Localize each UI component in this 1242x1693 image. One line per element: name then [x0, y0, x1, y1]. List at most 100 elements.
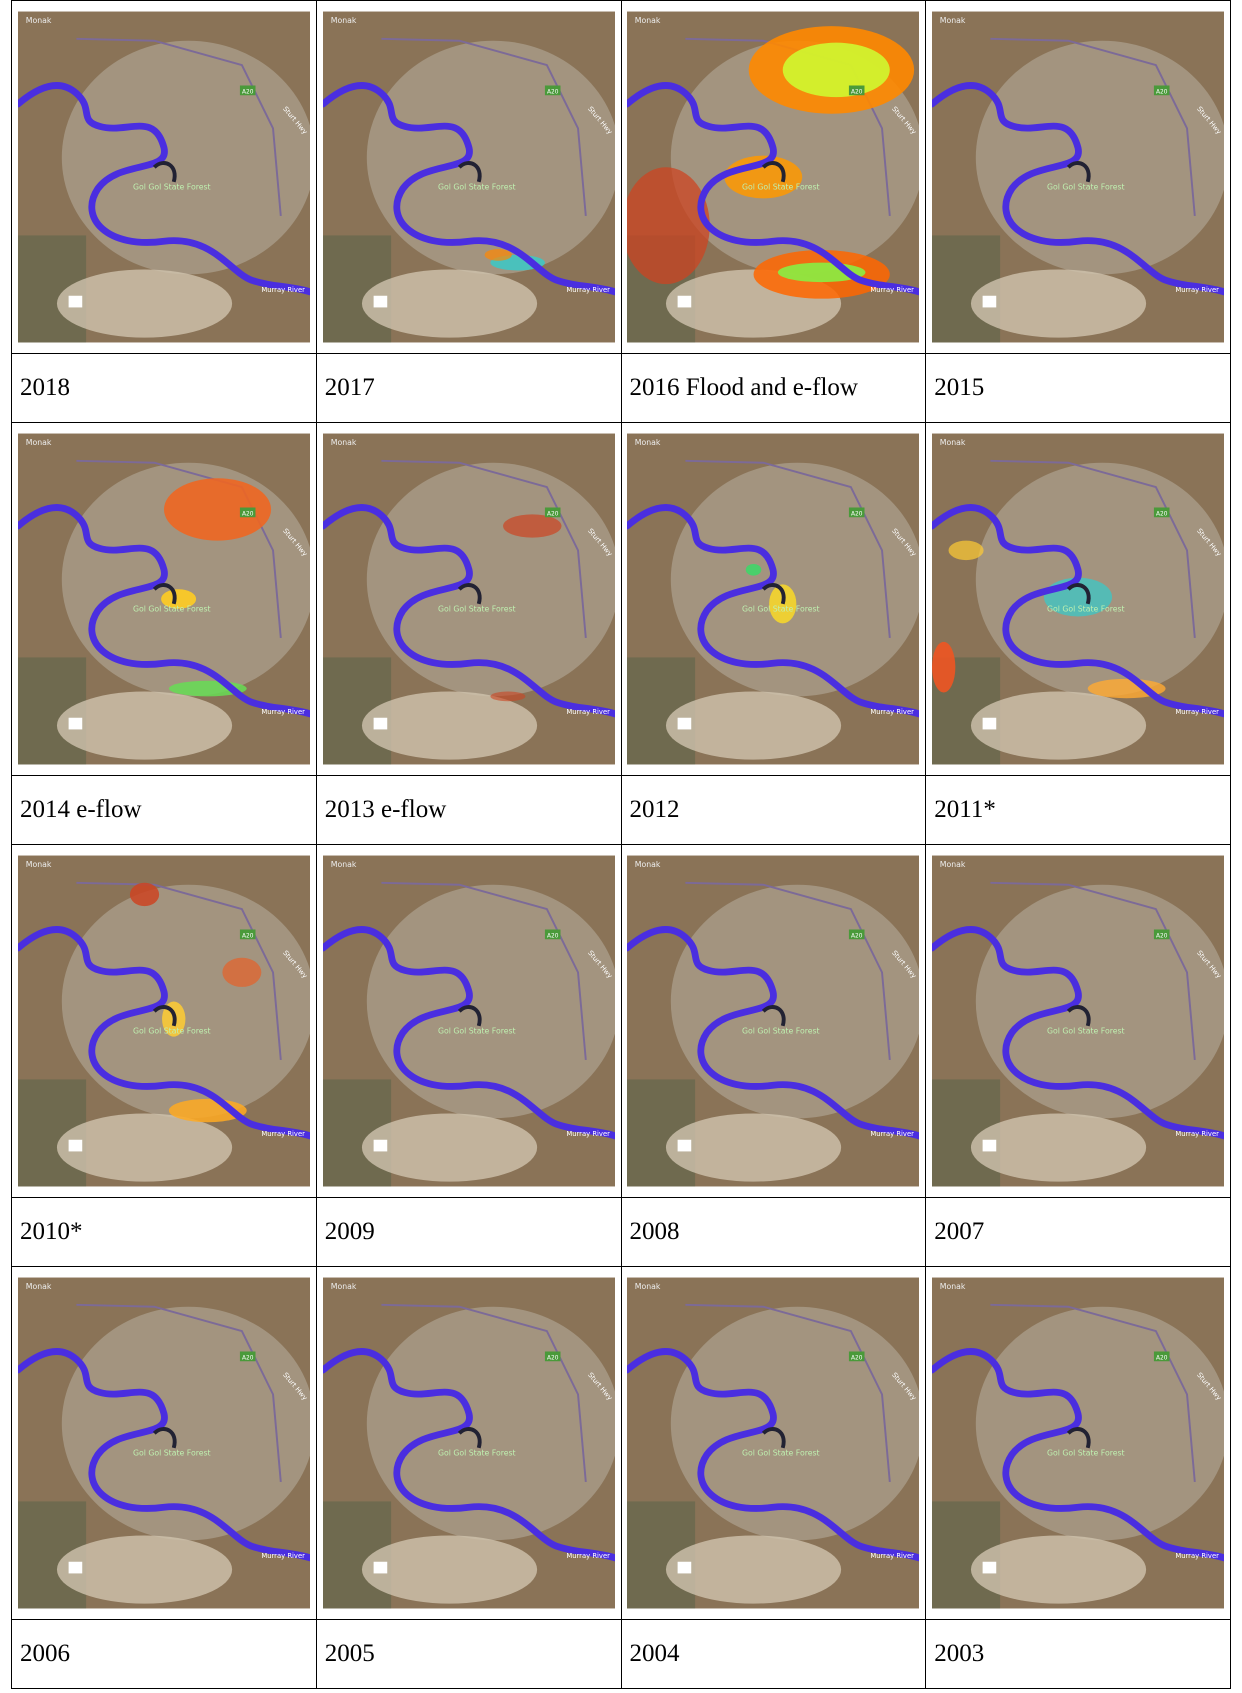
- map-sandy: [362, 1535, 537, 1603]
- inundation-overlay: [746, 564, 762, 576]
- map-label: Murray River: [261, 286, 305, 294]
- map-building: [678, 1140, 692, 1152]
- map-label: Gol Gol State Forest: [1047, 1449, 1125, 1458]
- map-label: Gol Gol State Forest: [133, 605, 211, 614]
- inundation-overlay: [130, 883, 159, 906]
- map-label: A20: [242, 1355, 254, 1361]
- satellite-map: MonakA20Sturt HwyGol Gol State ForestMur…: [18, 429, 310, 769]
- map-building: [678, 296, 692, 308]
- map-label: Gol Gol State Forest: [1047, 605, 1125, 614]
- map-building: [373, 1140, 387, 1152]
- map-label: A20: [851, 89, 863, 95]
- map-sandy: [971, 691, 1146, 759]
- caption: 2016 Flood and e-flow: [621, 354, 926, 423]
- map-label: Gol Gol State Forest: [742, 1027, 820, 1036]
- map-label: Monak: [26, 1282, 52, 1291]
- inundation-overlay: [222, 958, 261, 987]
- map-label: Gol Gol State Forest: [133, 183, 211, 192]
- map-building: [678, 718, 692, 730]
- map-label: A20: [851, 511, 863, 517]
- map-label: A20: [547, 89, 559, 95]
- map-building: [373, 1562, 387, 1574]
- map-label: A20: [1156, 511, 1168, 517]
- map-sandy: [57, 691, 232, 759]
- caption: 2011*: [926, 776, 1231, 845]
- map-label: Murray River: [1175, 286, 1219, 294]
- caption: 2008: [621, 1198, 926, 1267]
- map-label: Monak: [330, 860, 356, 869]
- satellite-map: MonakA20Sturt HwyGol Gol State ForestMur…: [627, 851, 919, 1191]
- map-label: Murray River: [261, 1552, 305, 1560]
- inundation-overlay: [503, 514, 561, 537]
- map-sandy: [57, 1113, 232, 1181]
- map-label: Murray River: [871, 286, 915, 294]
- caption: 2015: [926, 354, 1231, 423]
- map-label: Monak: [330, 438, 356, 447]
- map-cell: MonakA20Sturt HwyGol Gol State ForestMur…: [316, 423, 621, 776]
- map-cell: MonakA20Sturt HwyGol Gol State ForestMur…: [621, 1, 926, 354]
- satellite-map: MonakA20Sturt HwyGol Gol State ForestMur…: [627, 429, 919, 769]
- map-cell: MonakA20Sturt HwyGol Gol State ForestMur…: [12, 1, 317, 354]
- map-sandy: [971, 269, 1146, 337]
- map-building: [68, 718, 82, 730]
- inundation-overlay: [932, 642, 955, 693]
- map-label: Murray River: [871, 708, 915, 716]
- image-table: MonakA20Sturt HwyGol Gol State ForestMur…: [11, 0, 1231, 1689]
- map-label: Murray River: [261, 708, 305, 716]
- map-label: Gol Gol State Forest: [133, 1449, 211, 1458]
- map-building: [373, 718, 387, 730]
- caption: 2007: [926, 1198, 1231, 1267]
- map-label: Monak: [635, 438, 661, 447]
- map-label: Murray River: [566, 1552, 610, 1560]
- satellite-map: MonakA20Sturt HwyGol Gol State ForestMur…: [323, 7, 615, 347]
- caption: 2012: [621, 776, 926, 845]
- map-label: Gol Gol State Forest: [742, 605, 820, 614]
- map-label: A20: [242, 89, 254, 95]
- caption: 2004: [621, 1620, 926, 1689]
- map-cell: MonakA20Sturt HwyGol Gol State ForestMur…: [621, 1267, 926, 1620]
- caption: 2013 e-flow: [316, 776, 621, 845]
- caption-row: 2010*200920082007: [12, 1198, 1231, 1267]
- map-sandy: [666, 691, 841, 759]
- map-label: Gol Gol State Forest: [742, 1449, 820, 1458]
- map-building: [68, 296, 82, 308]
- inundation-overlay: [484, 249, 511, 261]
- map-sandy: [666, 1113, 841, 1181]
- map-label: Gol Gol State Forest: [133, 1027, 211, 1036]
- caption: 2009: [316, 1198, 621, 1267]
- caption: 2006: [12, 1620, 317, 1689]
- map-label: A20: [242, 933, 254, 939]
- inundation-overlay: [783, 43, 890, 98]
- map-label: Murray River: [566, 1130, 610, 1138]
- satellite-map: MonakA20Sturt HwyGol Gol State ForestMur…: [932, 851, 1224, 1191]
- satellite-map: MonakA20Sturt HwyGol Gol State ForestMur…: [18, 1273, 310, 1613]
- page: MonakA20Sturt HwyGol Gol State ForestMur…: [0, 0, 1242, 1693]
- inundation-overlay: [490, 691, 525, 701]
- map-label: Monak: [940, 1282, 966, 1291]
- image-row: MonakA20Sturt HwyGol Gol State ForestMur…: [12, 1267, 1231, 1620]
- map-label: A20: [1156, 89, 1168, 95]
- map-building: [983, 718, 997, 730]
- map-sandy: [362, 269, 537, 337]
- map-label: Gol Gol State Forest: [438, 1449, 516, 1458]
- map-label: Monak: [940, 860, 966, 869]
- satellite-map: MonakA20Sturt HwyGol Gol State ForestMur…: [323, 429, 615, 769]
- map-label: A20: [547, 511, 559, 517]
- map-label: Monak: [26, 860, 52, 869]
- map-label: Monak: [330, 16, 356, 25]
- map-label: Gol Gol State Forest: [742, 183, 820, 192]
- caption-row: 201820172016 Flood and e-flow2015: [12, 354, 1231, 423]
- map-building: [68, 1140, 82, 1152]
- map-sandy: [971, 1113, 1146, 1181]
- satellite-map: MonakA20Sturt HwyGol Gol State ForestMur…: [18, 7, 310, 347]
- satellite-map: MonakA20Sturt HwyGol Gol State ForestMur…: [18, 851, 310, 1191]
